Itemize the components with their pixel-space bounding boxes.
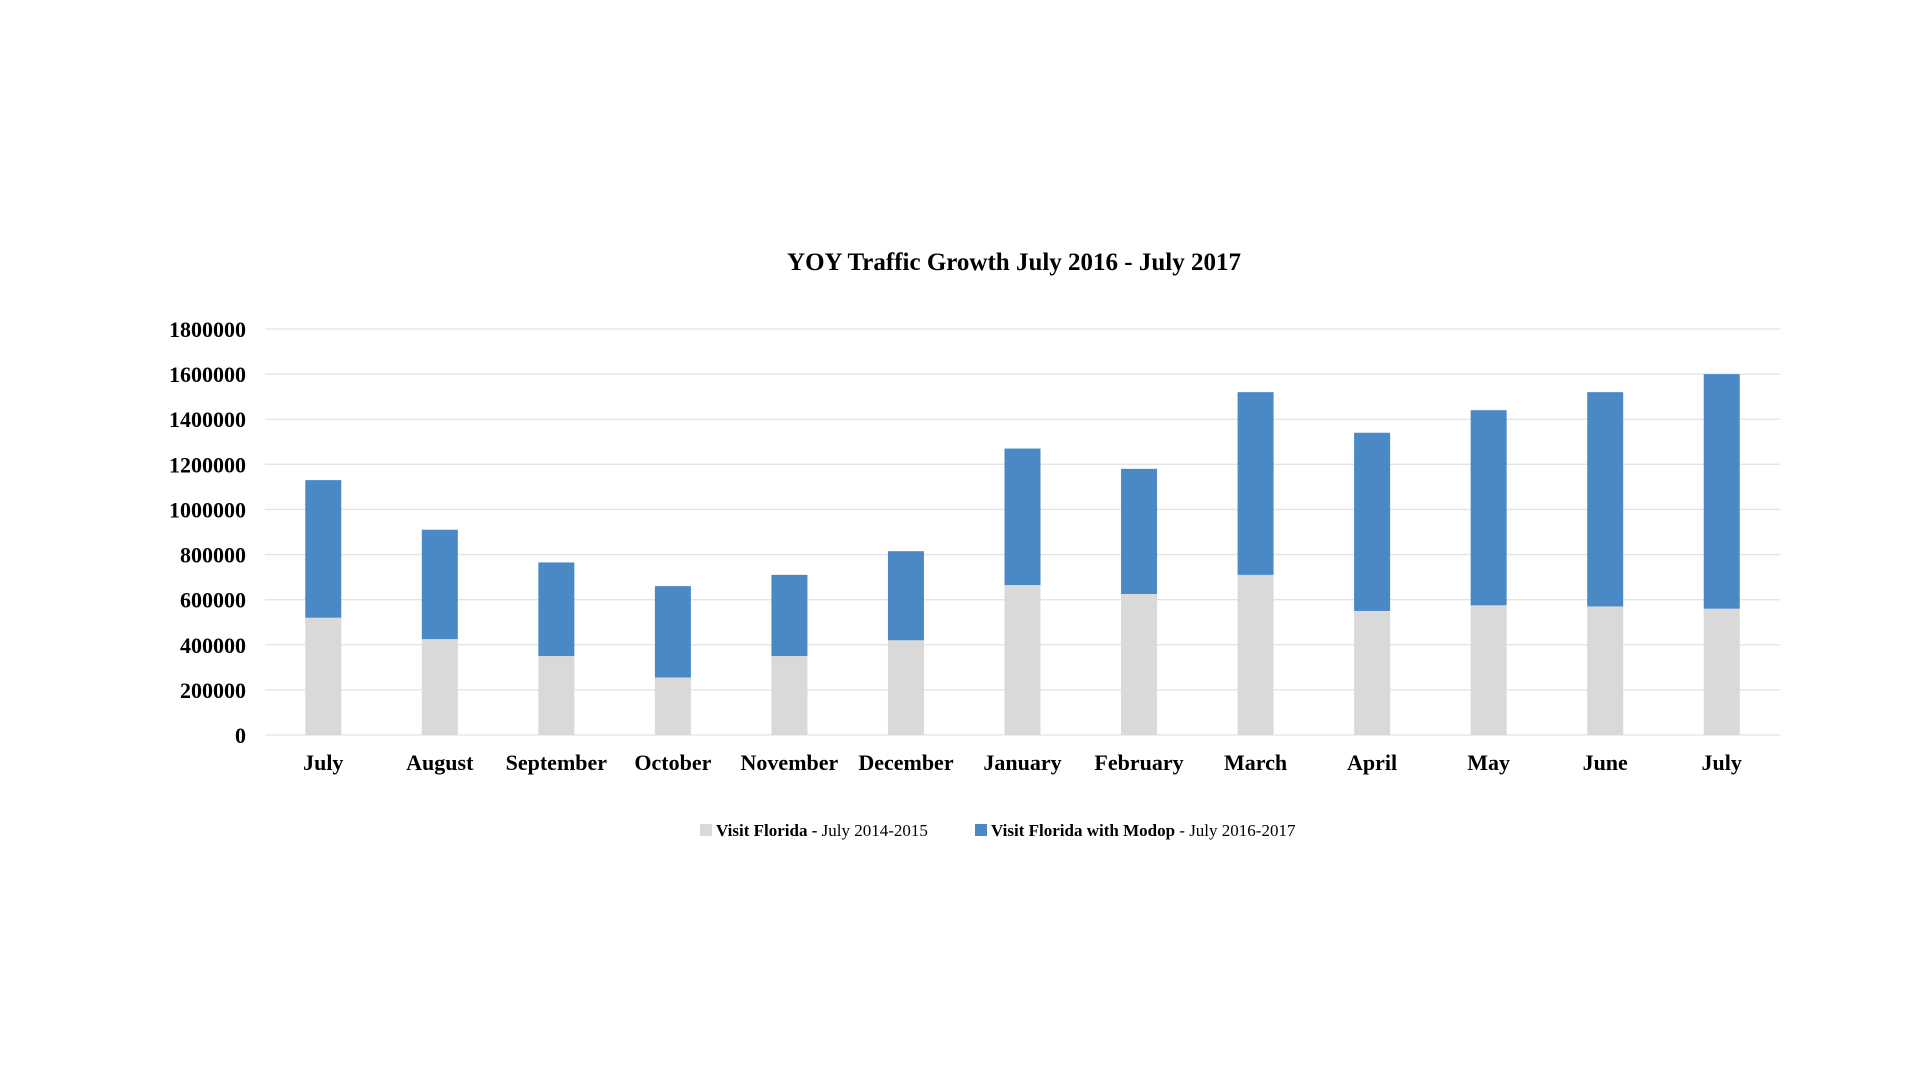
x-tick-label: February <box>1094 750 1183 775</box>
legend-entry-bold: Visit Florida - <box>716 821 822 840</box>
bar-segment-2016-2017 <box>538 562 575 657</box>
y-tick-label: 1400000 <box>169 407 246 432</box>
bar-segment-2016-2017 <box>771 574 808 657</box>
x-tick-label: November <box>741 750 839 775</box>
bar-segment-2014-2015 <box>538 656 575 735</box>
bar-segment-2014-2015 <box>1121 594 1158 735</box>
y-tick-label: 1000000 <box>169 497 246 522</box>
x-tick-label: July <box>303 750 343 775</box>
bar-segment-2016-2017 <box>887 551 924 641</box>
x-tick-label: September <box>506 750 608 775</box>
legend-entry-text: - July 2016-2017 <box>1179 821 1296 840</box>
x-tick-label: August <box>406 750 474 775</box>
bar-segment-2014-2015 <box>654 677 691 735</box>
bar-segment-2016-2017 <box>305 480 342 618</box>
bar-segment-2016-2017 <box>1121 468 1158 595</box>
bar-segment-2014-2015 <box>1237 574 1274 735</box>
x-tick-label: May <box>1467 750 1510 775</box>
x-axis-tick-labels: July August September October November Decemb… <box>303 750 1742 775</box>
legend-entry-text: July 2014-2015 <box>822 821 928 840</box>
bar-segment-2016-2017 <box>1004 448 1041 586</box>
x-tick-label: December <box>858 750 954 775</box>
bar-segment-2016-2017 <box>421 529 458 640</box>
y-axis-tick-labels: 0 200000 400000 600000 800000 1000000 1200000 1… <box>169 317 246 748</box>
bars <box>305 374 1740 735</box>
bar-segment-2016-2017 <box>1703 374 1740 609</box>
y-tick-label: 800000 <box>180 543 246 568</box>
bar-segment-2014-2015 <box>1354 610 1391 735</box>
bar-segment-2014-2015 <box>887 640 924 735</box>
x-tick-label: October <box>634 750 711 775</box>
bar-segment-2016-2017 <box>1587 392 1624 607</box>
legend-swatch <box>700 824 712 836</box>
y-tick-label: 400000 <box>180 633 246 658</box>
y-tick-label: 0 <box>235 723 246 748</box>
bar-segment-2014-2015 <box>1470 605 1507 735</box>
legend: Visit Florida - July 2014-2015 Visit Flor… <box>700 821 1296 840</box>
y-tick-label: 600000 <box>180 588 246 613</box>
x-tick-label: April <box>1347 750 1397 775</box>
y-tick-label: 1200000 <box>169 452 246 477</box>
bar-segment-2014-2015 <box>771 656 808 735</box>
bar-segment-2016-2017 <box>1237 392 1274 575</box>
bar-segment-2014-2015 <box>1587 606 1624 735</box>
x-tick-label: June <box>1583 750 1628 775</box>
y-tick-label: 1800000 <box>169 317 246 342</box>
bar-segment-2016-2017 <box>1354 432 1391 611</box>
bar-segment-2014-2015 <box>421 639 458 735</box>
y-tick-label: 200000 <box>180 678 246 703</box>
bar-segment-2016-2017 <box>1470 410 1507 606</box>
legend-entry: Visit Florida - July 2014-2015 <box>716 821 928 840</box>
x-tick-label: March <box>1224 750 1287 775</box>
legend-swatch <box>975 824 987 836</box>
bar-segment-2014-2015 <box>305 617 342 735</box>
bar-segment-2014-2015 <box>1004 585 1041 735</box>
legend-entry: Visit Florida with Modop - July 2016-201… <box>991 821 1296 840</box>
bar-segment-2014-2015 <box>1703 608 1740 735</box>
x-tick-label: July <box>1702 750 1742 775</box>
bar-segment-2016-2017 <box>654 586 691 678</box>
y-tick-label: 1600000 <box>169 362 246 387</box>
x-tick-label: January <box>983 750 1061 775</box>
chart-title: YOY Traffic Growth July 2016 - July 2017 <box>787 249 1241 276</box>
legend-entry-bold: Visit Florida with Modop <box>991 821 1179 840</box>
